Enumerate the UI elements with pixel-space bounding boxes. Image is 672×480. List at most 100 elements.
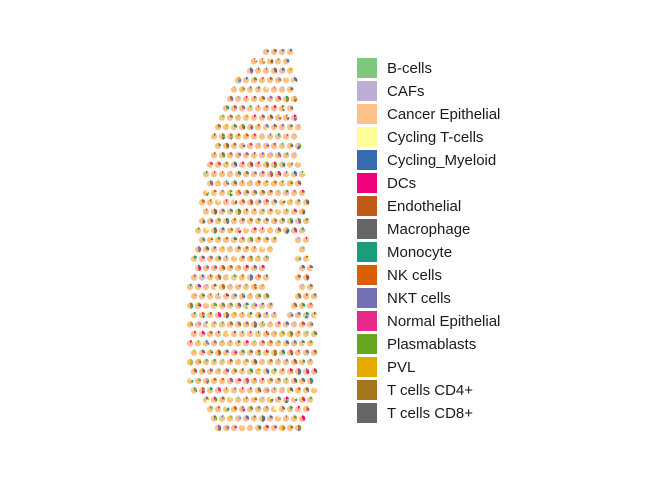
spot-pie <box>254 368 262 376</box>
spot-slice <box>234 425 238 429</box>
spot-slice <box>238 302 241 306</box>
spot-slice <box>254 264 257 269</box>
spot-slice <box>290 424 293 428</box>
spot-pie <box>214 386 222 394</box>
spot-slice <box>214 302 217 306</box>
spot-slice <box>254 95 257 99</box>
spot-slice <box>222 398 226 400</box>
spot-slice <box>238 340 241 344</box>
spot-slice <box>286 133 288 137</box>
spot-slice <box>314 371 318 374</box>
spot-pie <box>206 330 214 338</box>
spot-slice <box>230 115 234 118</box>
spot-slice <box>214 303 218 307</box>
spot-slice <box>226 293 228 297</box>
spot-pie <box>286 123 294 131</box>
spot-slice <box>286 95 289 99</box>
spot-slice <box>226 105 230 110</box>
legend-label: Plasmablasts <box>387 336 476 353</box>
spot-pie <box>246 123 254 131</box>
spot-pie <box>262 311 270 319</box>
spot-slice <box>226 255 228 259</box>
spot-pie <box>266 133 274 141</box>
spot-slice <box>230 323 234 325</box>
spot-slice <box>254 170 256 175</box>
spot-slice <box>290 107 294 110</box>
spot-pie <box>194 283 202 291</box>
spot-pie <box>258 339 266 347</box>
spot-slice <box>270 95 274 99</box>
spot-pie <box>282 133 290 141</box>
spot-slice <box>254 189 257 193</box>
spot-slice <box>218 293 222 297</box>
spot-slice <box>238 321 240 325</box>
spot-slice <box>254 360 258 364</box>
spot-slice <box>314 311 316 316</box>
spot-slice <box>270 399 273 404</box>
spot-slice <box>250 257 254 261</box>
spot-slice <box>266 349 268 353</box>
spot-slice <box>262 133 264 137</box>
spot-slice <box>258 387 262 391</box>
spot-slice <box>214 246 217 250</box>
spot-pie <box>202 283 210 291</box>
spot-slice <box>222 287 226 290</box>
spot-pie <box>306 302 314 310</box>
spot-pie <box>262 274 270 282</box>
spot-slice <box>294 416 298 419</box>
spot-pie <box>222 255 230 263</box>
spot-slice <box>242 86 245 90</box>
spot-slice <box>278 76 281 81</box>
spot-pie <box>210 189 218 197</box>
spot-pie <box>306 283 314 291</box>
spot-slice <box>238 192 242 195</box>
spot-slice <box>210 161 212 165</box>
spot-slice <box>286 152 289 156</box>
spot-pie <box>206 255 214 263</box>
spot-pie <box>246 424 254 432</box>
spot-slice <box>238 396 240 400</box>
spot-pie <box>258 264 266 272</box>
spot-slice <box>254 266 258 269</box>
spot-slice <box>194 390 198 393</box>
spot-pie <box>290 358 298 366</box>
spot-pie <box>258 95 266 103</box>
spot-slice <box>266 86 269 90</box>
spot-pie <box>282 114 290 122</box>
spot-slice <box>262 114 264 118</box>
spot-pie <box>262 198 270 206</box>
spot-slice <box>310 264 313 269</box>
spot-slice <box>238 228 242 231</box>
spot-slice <box>226 142 229 146</box>
spot-slice <box>210 349 212 353</box>
spot-slice <box>266 390 270 394</box>
spot-pie <box>282 57 290 65</box>
spot-slice <box>294 227 297 231</box>
spot-slice <box>230 136 233 140</box>
spot-slice <box>258 86 261 90</box>
spot-slice <box>286 340 290 344</box>
spot-slice <box>226 409 229 413</box>
spot-slice <box>302 209 306 212</box>
spot-slice <box>270 153 274 156</box>
spot-pie <box>254 292 262 300</box>
spot-slice <box>286 76 288 81</box>
spot-slice <box>234 255 236 259</box>
spot-pie <box>234 339 242 347</box>
spot-slice <box>218 123 221 128</box>
spot-slice <box>198 321 201 325</box>
spot-pie <box>294 405 302 413</box>
spot-slice <box>194 370 198 373</box>
spot-pie <box>222 292 230 300</box>
spot-slice <box>250 105 252 109</box>
spot-slice <box>222 210 226 213</box>
spot-slice <box>250 313 254 317</box>
spot-pie <box>254 386 262 394</box>
spot-slice <box>286 133 289 137</box>
spot-slice <box>298 349 301 353</box>
spot-pie <box>190 368 198 376</box>
spot-slice <box>234 387 236 391</box>
spot-pie <box>222 104 230 112</box>
spot-slice <box>242 219 246 223</box>
spot-slice <box>286 208 290 212</box>
